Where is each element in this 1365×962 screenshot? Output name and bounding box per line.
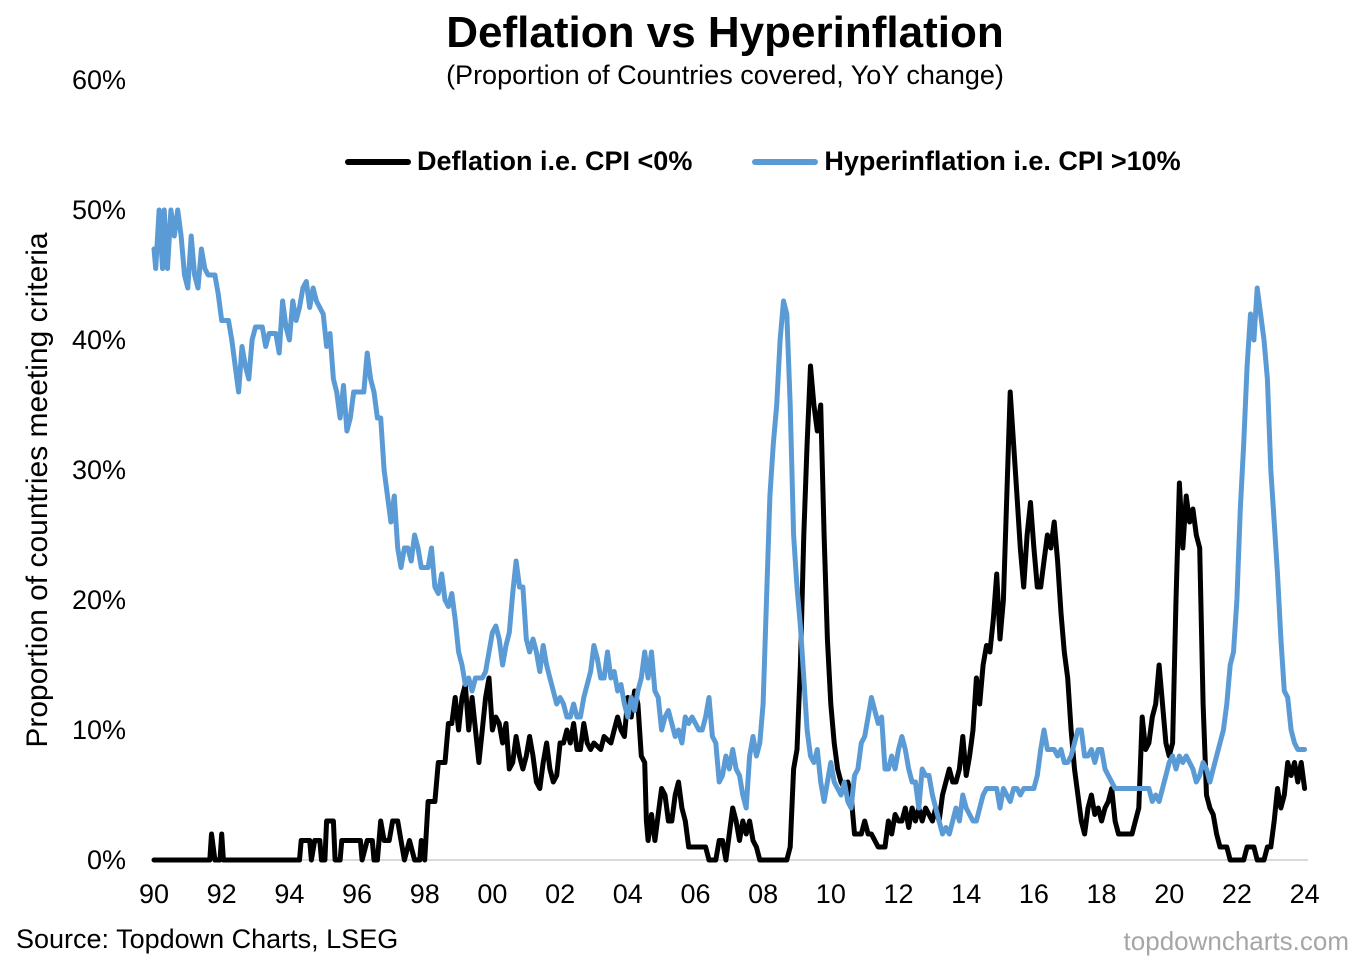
- legend-item-deflation: Deflation i.e. CPI <0%: [345, 146, 692, 177]
- y-tick-label: 20%: [72, 585, 126, 615]
- x-tick-label: 18: [1087, 879, 1117, 909]
- x-tick-label: 16: [1019, 879, 1049, 909]
- legend-swatch-deflation: [345, 158, 411, 165]
- y-tick-label: 10%: [72, 715, 126, 745]
- y-tick-label: 0%: [87, 845, 126, 875]
- y-axis-ticks: 0% 10% 20% 30% 40% 50% 60%: [72, 65, 126, 875]
- x-tick-label: 90: [139, 879, 169, 909]
- series-line-hyperinflation: [151, 207, 1308, 837]
- legend-label-deflation: Deflation i.e. CPI <0%: [417, 146, 693, 176]
- x-tick-label: 12: [883, 879, 913, 909]
- x-tick-label: 06: [680, 879, 710, 909]
- x-tick-label: 92: [207, 879, 237, 909]
- x-tick-label: 20: [1154, 879, 1184, 909]
- source-note: Source: Topdown Charts, LSEG: [16, 924, 399, 954]
- x-tick-label: 00: [477, 879, 507, 909]
- chart-subtitle: (Proportion of Countries covered, YoY ch…: [446, 60, 1004, 90]
- x-tick-label: 24: [1290, 879, 1320, 909]
- legend-label-hyperinflation: Hyperinflation i.e. CPI >10%: [824, 146, 1181, 176]
- x-tick-label: 98: [410, 879, 440, 909]
- chart-title: Deflation vs Hyperinflation: [446, 8, 1004, 57]
- y-tick-label: 30%: [72, 455, 126, 485]
- x-axis-ticks: 90 92 94 96 98 00 02 04 06 08 10 12 14 16 18 20 22 24: [139, 879, 1320, 909]
- series-lines: [151, 207, 1308, 863]
- x-tick-label: 22: [1222, 879, 1252, 909]
- y-tick-label: 40%: [72, 325, 126, 355]
- y-tick-label: 50%: [72, 195, 126, 225]
- x-tick-label: 94: [274, 879, 304, 909]
- x-tick-label: 08: [748, 879, 778, 909]
- legend-swatch-hyperinflation: [752, 158, 819, 165]
- series-line-deflation: [151, 363, 1308, 863]
- x-tick-label: 10: [816, 879, 846, 909]
- watermark: topdowncharts.com: [1123, 926, 1349, 956]
- x-tick-label: 02: [545, 879, 575, 909]
- legend: Deflation i.e. CPI <0% Hyperinflation i.…: [345, 146, 1241, 177]
- legend-item-hyperinflation: Hyperinflation i.e. CPI >10%: [752, 146, 1181, 177]
- x-tick-label: 14: [951, 879, 981, 909]
- x-tick-label: 96: [342, 879, 372, 909]
- x-tick-label: 04: [613, 879, 643, 909]
- y-tick-label: 60%: [72, 65, 126, 95]
